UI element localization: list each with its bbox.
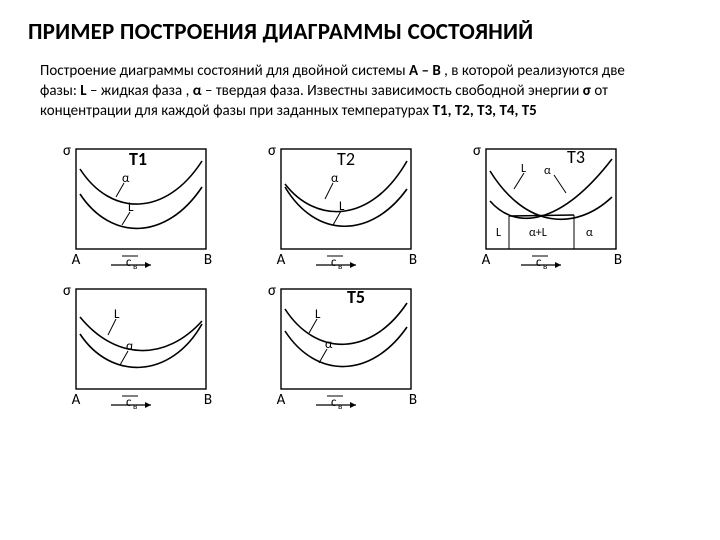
curve-L-label: L [521,162,526,176]
panel-t3-svg: σ А В c в Т3 [466,139,636,271]
axis-x-label: c [331,255,337,270]
axis-b-label: В [409,391,417,409]
curve-alpha-label: α [544,164,551,178]
axis-y-label: σ [63,282,71,300]
diagram-grid: σ А В c в Т1 [56,139,692,411]
panel-t4-svg: σ А В c в L α [56,279,226,411]
axis-x-sub: в [338,401,342,411]
curve-L-label: L [339,199,345,214]
body-paragraph: Построение диаграммы состояний для двойн… [40,62,650,121]
axis-x-label: c [126,255,132,270]
region-L-label: L [496,226,501,240]
axis-x-label: c [331,395,337,410]
t-label: Т1 [129,148,147,170]
axis-b-label: В [204,251,212,269]
region-aL-label: α+L [529,226,547,240]
axis-a-label: А [72,391,81,409]
axis-y-label: σ [63,142,71,160]
t-label: Т2 [337,148,355,170]
curve-alpha-label: α [325,337,333,352]
panel-t2-svg: σ А В c в Т2 α L [261,139,431,271]
p-ab: А – В [409,62,441,80]
curve-L-label: L [128,200,134,215]
axis-b-label: В [614,251,622,269]
axis-a-label: А [482,251,491,269]
curve-L-label: L [114,307,120,322]
curve-alpha-label: α [122,171,130,186]
t-label: Т3 [567,146,585,168]
p-1: Построение диаграммы состояний для двойн… [40,62,409,80]
curve-L-label: L [315,307,321,322]
diagram-row-2: σ А В c в L α [56,279,692,411]
axis-y-label: σ [473,142,481,160]
panel-t4: σ А В c в L α [56,279,226,411]
axis-x-sub: в [338,261,342,271]
p-alpha: α [193,82,202,100]
axis-a-label: А [277,251,286,269]
t-label: Т5 [347,286,365,308]
curve-alpha-label: α [331,171,339,186]
axis-a-label: А [277,391,286,409]
page-title: ПРИМЕР ПОСТРОЕНИЯ ДИАГРАММЫ СОСТОЯНИЙ [28,18,692,46]
panel-t1-svg: σ А В c в Т1 [56,139,226,271]
panel-t5-svg: σ А В c в Т5 L α [261,279,431,411]
axis-x-label: c [126,395,132,410]
diagram-row-1: σ А В c в Т1 [56,139,692,271]
axis-x-sub: в [133,401,137,411]
panel-t1: σ А В c в Т1 [56,139,226,271]
p-T: Т1, Т2, Т3, Т4, Т5 [433,102,537,120]
p-3: – жидкая фаза , [87,82,193,100]
panel-t2: σ А В c в Т2 α L [261,139,431,271]
axis-x-label: c [536,255,542,270]
curve-alpha-label: α [126,339,134,354]
axis-x-sub: в [543,261,547,271]
axis-b-label: В [204,391,212,409]
axis-a-label: А [72,251,81,269]
axis-b-label: В [409,251,417,269]
axis-x-sub: в [133,261,137,271]
panel-t3: σ А В c в Т3 [466,139,636,271]
axis-y-label: σ [268,282,276,300]
panel-t5: σ А В c в Т5 L α [261,279,431,411]
p-sigma: σ [583,82,591,100]
p-4: – твердая фаза. Известны зависимость сво… [202,82,583,100]
axis-y-label: σ [268,142,276,160]
region-a-label: α [586,226,593,240]
